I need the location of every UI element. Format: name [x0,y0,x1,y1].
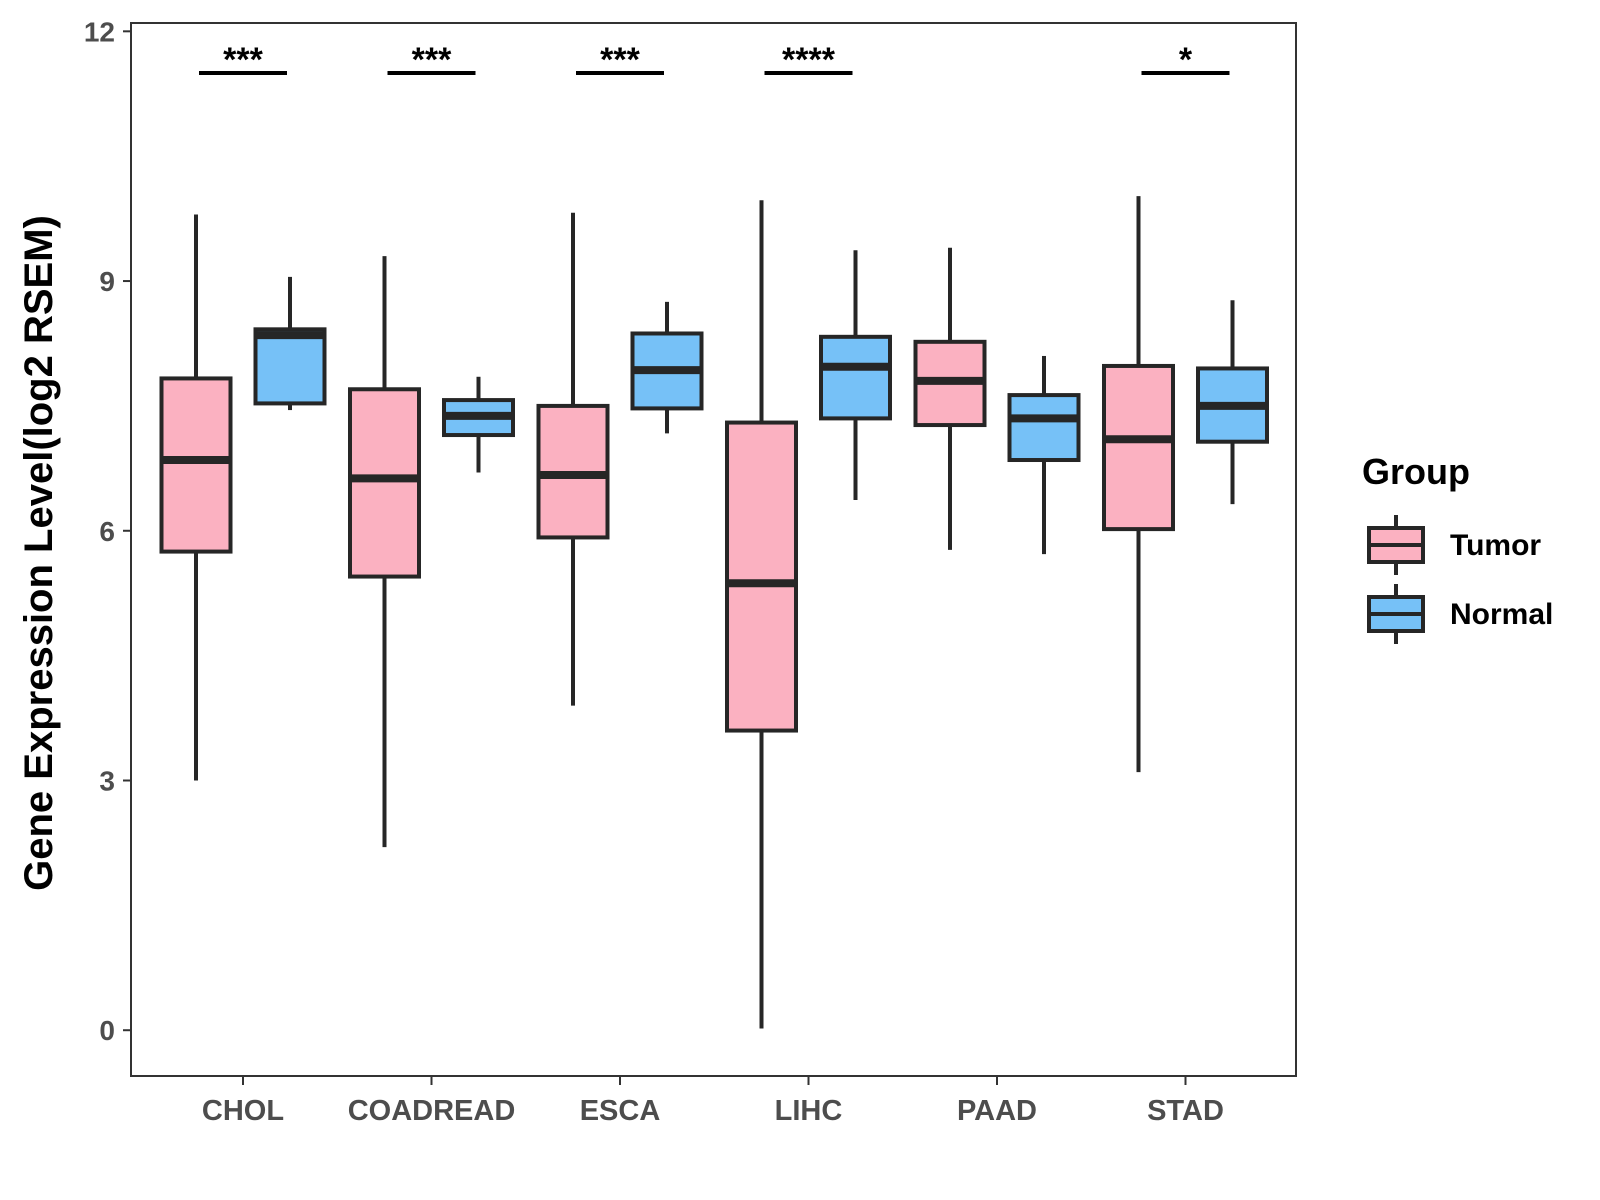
box-normal-lihc [819,250,892,500]
significance-label-esca: *** [600,41,640,79]
x-tick-label-stad: STAD [1147,1095,1224,1127]
y-axis-title: Gene Expression Level(log2 RSEM) [17,215,61,891]
box-tumor-esca [536,212,610,706]
y-tick-label: 0 [99,1015,115,1046]
x-tick-label-chol: CHOL [202,1095,284,1127]
box-tumor-paad [913,247,987,550]
legend-label-normal: Normal [1450,598,1553,631]
box-tumor-chol [159,214,233,781]
box-normal-stad [1196,300,1269,505]
significance-label-lihc: **** [782,41,836,79]
axes: 0 3 6 9 12 CHOL COADREAD ESCA LIHC PAAD STAD [84,16,1297,1127]
y-tick-label: 12 [84,16,115,47]
box-normal-chol [253,276,327,411]
box-iqr [725,420,798,733]
x-tick-label-coadread: COADREAD [348,1095,516,1127]
box-iqr [348,387,421,579]
y-tick-label: 9 [99,266,115,297]
box-iqr [159,376,233,554]
box-tumor-coadread [348,256,421,848]
plot-area: *** *** *** **** * [159,41,1269,1029]
box-iqr [819,334,892,421]
box-normal-coadread [442,376,515,473]
x-tick-label-esca: ESCA [580,1095,661,1127]
x-tick-label-lihc: LIHC [775,1095,843,1127]
legend-entry-tumor: Tumor [1367,515,1541,575]
box-normal-paad [1007,355,1081,555]
box-iqr [1007,393,1081,463]
x-tick-label-paad: PAAD [957,1095,1037,1127]
legend-title: Group [1362,451,1470,492]
box-tumor-stad [1102,196,1175,773]
box-iqr [253,327,327,406]
box-normal-esca [630,301,704,434]
legend-entry-normal: Normal [1367,584,1553,644]
significance-label-coadread: *** [412,41,452,79]
legend-label-tumor: Tumor [1450,529,1541,562]
legend: Group Tumor Normal [1362,451,1553,644]
box-iqr [1102,363,1175,532]
significance-label-chol: *** [223,41,263,79]
y-tick-label: 3 [99,765,115,796]
y-tick-label: 6 [99,516,115,547]
significance-label-stad: * [1179,41,1193,79]
box-tumor-lihc [725,200,798,1029]
panel-border [130,22,1297,1077]
